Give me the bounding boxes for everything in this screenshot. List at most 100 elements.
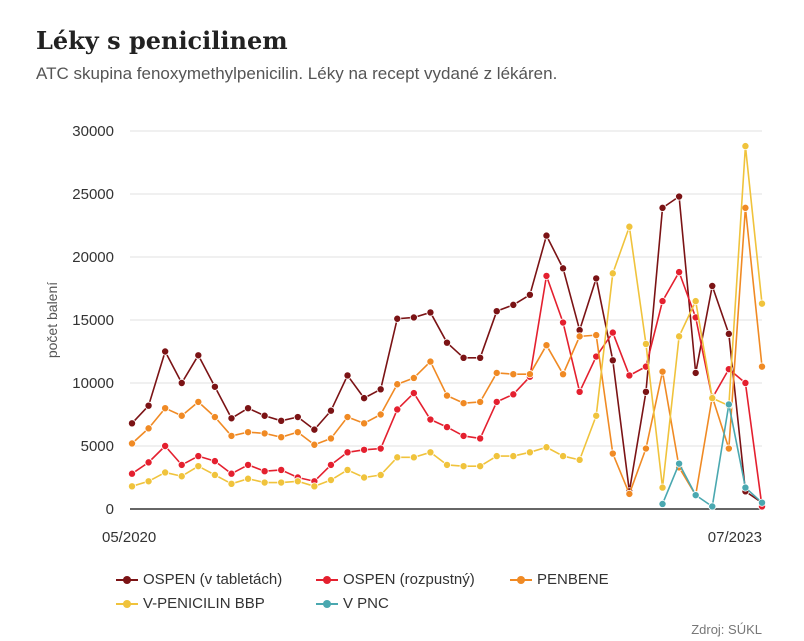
data-point[interactable] xyxy=(260,467,269,476)
data-point[interactable] xyxy=(144,458,153,467)
data-point[interactable] xyxy=(360,394,369,403)
data-point[interactable] xyxy=(625,489,634,498)
data-point[interactable] xyxy=(459,353,468,362)
data-point[interactable] xyxy=(542,271,551,280)
data-point[interactable] xyxy=(442,460,451,469)
data-point[interactable] xyxy=(559,370,568,379)
data-point[interactable] xyxy=(492,368,501,377)
data-point[interactable] xyxy=(244,404,253,413)
data-point[interactable] xyxy=(442,338,451,347)
data-point[interactable] xyxy=(194,351,203,360)
data-point[interactable] xyxy=(310,482,319,491)
data-point[interactable] xyxy=(244,460,253,469)
data-point[interactable] xyxy=(708,281,717,290)
data-point[interactable] xyxy=(393,380,402,389)
data-point[interactable] xyxy=(658,483,667,492)
data-point[interactable] xyxy=(244,474,253,483)
data-point[interactable] xyxy=(277,465,286,474)
data-point[interactable] xyxy=(376,470,385,479)
data-point[interactable] xyxy=(741,142,750,151)
data-point[interactable] xyxy=(758,498,767,507)
data-point[interactable] xyxy=(442,391,451,400)
data-point[interactable] xyxy=(227,469,236,478)
data-point[interactable] xyxy=(177,411,186,420)
data-point[interactable] xyxy=(127,482,136,491)
data-point[interactable] xyxy=(658,367,667,376)
data-point[interactable] xyxy=(492,452,501,461)
data-point[interactable] xyxy=(260,411,269,420)
data-point[interactable] xyxy=(559,318,568,327)
data-point[interactable] xyxy=(509,370,518,379)
data-point[interactable] xyxy=(741,378,750,387)
data-point[interactable] xyxy=(210,470,219,479)
data-point[interactable] xyxy=(293,413,302,422)
data-point[interactable] xyxy=(227,479,236,488)
data-point[interactable] xyxy=(509,452,518,461)
data-point[interactable] xyxy=(542,231,551,240)
data-point[interactable] xyxy=(724,329,733,338)
data-point[interactable] xyxy=(360,445,369,454)
data-point[interactable] xyxy=(525,370,534,379)
data-point[interactable] xyxy=(409,389,418,398)
data-point[interactable] xyxy=(641,387,650,396)
data-point[interactable] xyxy=(310,425,319,434)
data-point[interactable] xyxy=(476,462,485,471)
data-point[interactable] xyxy=(326,434,335,443)
data-point[interactable] xyxy=(741,483,750,492)
data-point[interactable] xyxy=(426,357,435,366)
data-point[interactable] xyxy=(277,478,286,487)
data-point[interactable] xyxy=(260,478,269,487)
data-point[interactable] xyxy=(194,462,203,471)
data-point[interactable] xyxy=(476,434,485,443)
data-point[interactable] xyxy=(161,441,170,450)
data-point[interactable] xyxy=(326,460,335,469)
data-point[interactable] xyxy=(691,491,700,500)
data-point[interactable] xyxy=(144,424,153,433)
data-point[interactable] xyxy=(592,411,601,420)
data-point[interactable] xyxy=(724,400,733,409)
data-point[interactable] xyxy=(509,300,518,309)
data-point[interactable] xyxy=(144,477,153,486)
data-point[interactable] xyxy=(227,414,236,423)
data-point[interactable] xyxy=(376,410,385,419)
data-point[interactable] xyxy=(658,499,667,508)
data-point[interactable] xyxy=(675,459,684,468)
data-point[interactable] xyxy=(376,385,385,394)
data-point[interactable] xyxy=(459,462,468,471)
data-point[interactable] xyxy=(575,455,584,464)
data-point[interactable] xyxy=(675,332,684,341)
data-point[interactable] xyxy=(343,448,352,457)
data-point[interactable] xyxy=(426,448,435,457)
data-point[interactable] xyxy=(492,397,501,406)
data-point[interactable] xyxy=(442,423,451,432)
data-point[interactable] xyxy=(658,203,667,212)
data-point[interactable] xyxy=(559,452,568,461)
data-point[interactable] xyxy=(409,373,418,382)
data-point[interactable] xyxy=(625,222,634,231)
data-point[interactable] xyxy=(691,297,700,306)
data-point[interactable] xyxy=(525,290,534,299)
data-point[interactable] xyxy=(260,429,269,438)
data-point[interactable] xyxy=(144,401,153,410)
data-point[interactable] xyxy=(608,356,617,365)
data-point[interactable] xyxy=(293,477,302,486)
data-point[interactable] xyxy=(343,371,352,380)
data-point[interactable] xyxy=(426,415,435,424)
data-point[interactable] xyxy=(293,428,302,437)
data-point[interactable] xyxy=(691,368,700,377)
data-point[interactable] xyxy=(277,433,286,442)
data-point[interactable] xyxy=(675,192,684,201)
data-point[interactable] xyxy=(542,443,551,452)
data-point[interactable] xyxy=(360,419,369,428)
data-point[interactable] xyxy=(161,347,170,356)
data-point[interactable] xyxy=(393,314,402,323)
data-point[interactable] xyxy=(177,472,186,481)
data-point[interactable] xyxy=(210,457,219,466)
data-point[interactable] xyxy=(393,405,402,414)
data-point[interactable] xyxy=(758,299,767,308)
data-point[interactable] xyxy=(161,468,170,477)
data-point[interactable] xyxy=(227,431,236,440)
data-point[interactable] xyxy=(708,502,717,511)
data-point[interactable] xyxy=(409,453,418,462)
data-point[interactable] xyxy=(724,444,733,453)
